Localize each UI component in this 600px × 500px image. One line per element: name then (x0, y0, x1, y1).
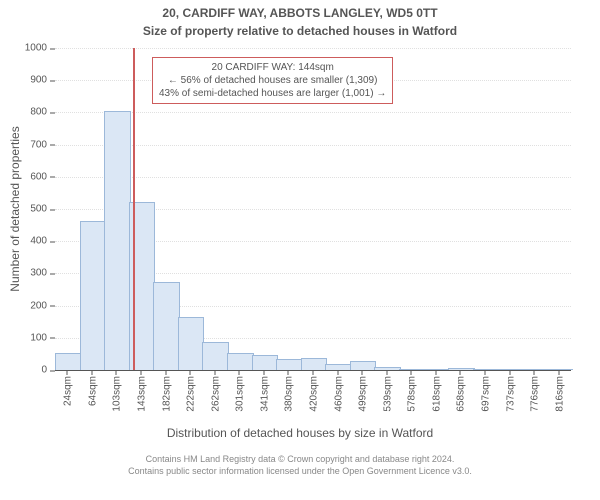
property-marker-line (133, 48, 135, 370)
histogram-bar (153, 282, 180, 370)
x-tick-mark (362, 370, 363, 375)
x-tick-label: 776sqm (528, 376, 541, 412)
histogram-bar (374, 367, 401, 370)
annotation-line: 20 CARDIFF WAY: 144sqm (159, 61, 386, 74)
y-tick-label: 200 (30, 300, 55, 311)
histogram-bar (497, 369, 524, 370)
histogram-bar (424, 369, 451, 370)
x-tick-label: 24sqm (61, 376, 74, 406)
histogram-bar (350, 361, 377, 370)
histogram-bar (448, 368, 475, 370)
x-tick-mark (263, 370, 264, 375)
y-tick-label: 400 (30, 236, 55, 247)
footer-line1: Contains HM Land Registry data © Crown c… (0, 454, 600, 466)
y-tick-label: 900 (30, 75, 55, 86)
x-tick-mark (337, 370, 338, 375)
histogram-bar (227, 353, 254, 370)
x-tick-label: 341sqm (257, 376, 270, 412)
footer-line2: Contains public sector information licen… (0, 466, 600, 478)
x-tick-label: 460sqm (331, 376, 344, 412)
y-tick-label: 600 (30, 171, 55, 182)
x-tick-label: 143sqm (135, 376, 148, 412)
x-tick-label: 222sqm (184, 376, 197, 412)
x-tick-label: 618sqm (429, 376, 442, 412)
y-tick-label: 100 (30, 332, 55, 343)
x-tick-label: 380sqm (282, 376, 295, 412)
histogram-bar (473, 369, 500, 370)
x-tick-label: 578sqm (405, 376, 418, 412)
histogram-bar (301, 358, 328, 370)
annotation-line: 43% of semi-detached houses are larger (… (159, 87, 386, 100)
x-tick-mark (116, 370, 117, 375)
x-tick-mark (141, 370, 142, 375)
x-tick-mark (239, 370, 240, 375)
x-tick-label: 420sqm (307, 376, 320, 412)
x-tick-label: 658sqm (454, 376, 467, 412)
x-tick-mark (509, 370, 510, 375)
y-tick-label: 300 (30, 268, 55, 279)
x-tick-mark (214, 370, 215, 375)
x-tick-label: 262sqm (208, 376, 221, 412)
plot-area: 0100200300400500600700800900100024sqm64s… (55, 48, 571, 371)
footer-attribution: Contains HM Land Registry data © Crown c… (0, 454, 600, 477)
x-tick-label: 499sqm (356, 376, 369, 412)
x-tick-mark (411, 370, 412, 375)
chart-title-line1: 20, CARDIFF WAY, ABBOTS LANGLEY, WD5 0TT (0, 6, 600, 20)
x-tick-mark (485, 370, 486, 375)
histogram-bar (276, 359, 303, 370)
histogram-bar (202, 342, 229, 370)
x-tick-label: 737sqm (503, 376, 516, 412)
x-tick-label: 301sqm (233, 376, 246, 412)
chart-title-line2: Size of property relative to detached ho… (0, 24, 600, 38)
x-axis-label: Distribution of detached houses by size … (0, 426, 600, 440)
x-tick-label: 182sqm (159, 376, 172, 412)
histogram-bar (178, 317, 205, 370)
annotation-box: 20 CARDIFF WAY: 144sqm← 56% of detached … (152, 57, 393, 104)
histogram-bar (252, 355, 279, 370)
x-tick-mark (67, 370, 68, 375)
x-tick-mark (435, 370, 436, 375)
x-tick-label: 816sqm (552, 376, 565, 412)
histogram-bar (546, 369, 573, 370)
annotation-line: ← 56% of detached houses are smaller (1,… (159, 74, 386, 87)
y-tick-label: 700 (30, 139, 55, 150)
x-tick-mark (313, 370, 314, 375)
y-tick-label: 800 (30, 107, 55, 118)
x-tick-label: 697sqm (479, 376, 492, 412)
histogram-bar (325, 364, 352, 370)
x-tick-mark (165, 370, 166, 375)
x-tick-label: 539sqm (380, 376, 393, 412)
histogram-bar (80, 221, 107, 370)
y-tick-label: 1000 (25, 43, 55, 54)
x-tick-mark (460, 370, 461, 375)
x-tick-mark (558, 370, 559, 375)
histogram-bar (104, 111, 131, 370)
x-tick-label: 103sqm (110, 376, 123, 412)
y-axis-label: Number of detached properties (8, 126, 22, 291)
x-tick-mark (288, 370, 289, 375)
x-tick-mark (91, 370, 92, 375)
x-tick-mark (534, 370, 535, 375)
y-tick-label: 500 (30, 204, 55, 215)
histogram-bar (55, 353, 82, 370)
x-tick-mark (190, 370, 191, 375)
histogram-bar (522, 369, 549, 370)
x-tick-label: 64sqm (85, 376, 98, 406)
x-tick-mark (386, 370, 387, 375)
y-tick-label: 0 (41, 365, 55, 376)
histogram-bar (399, 369, 426, 370)
